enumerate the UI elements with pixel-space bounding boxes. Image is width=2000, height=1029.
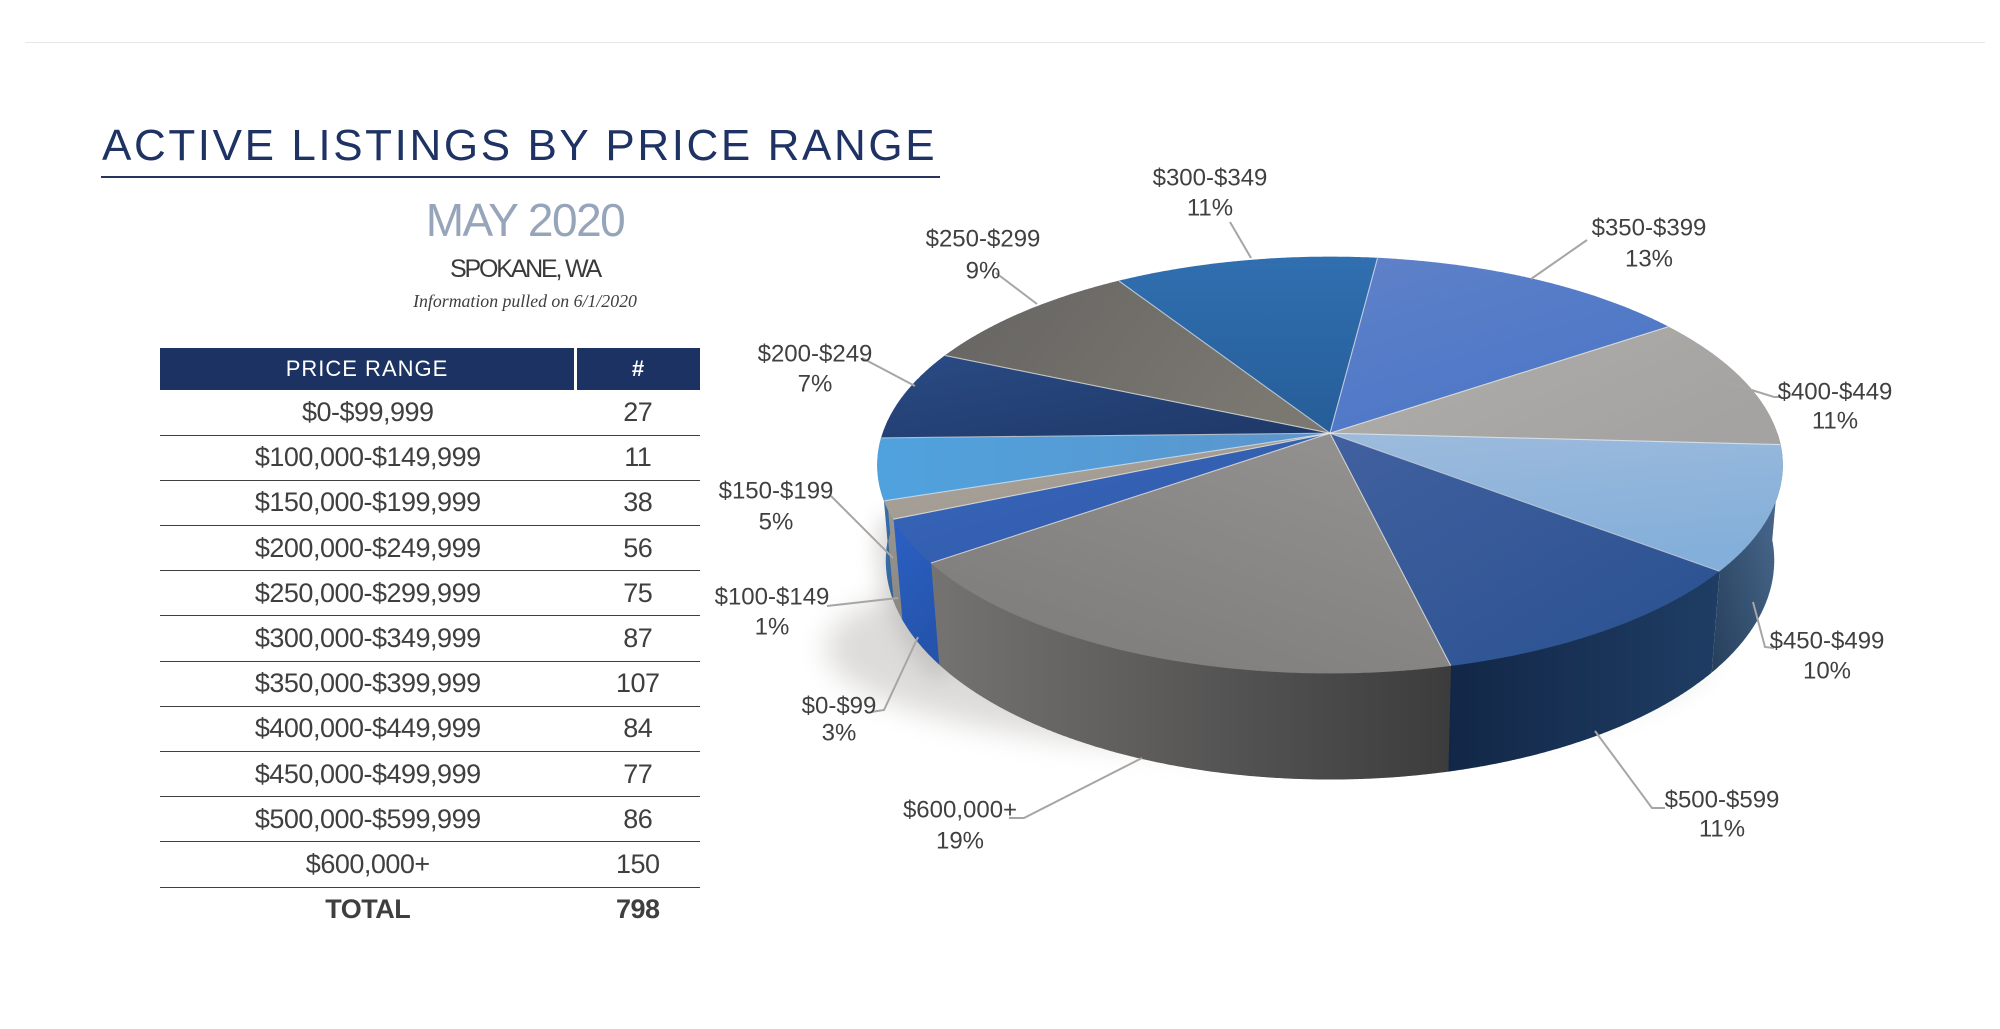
svg-text:$500-$599: $500-$599 — [1665, 787, 1780, 814]
svg-text:$350-$399: $350-$399 — [1592, 215, 1707, 242]
svg-text:$400-$449: $400-$449 — [1778, 379, 1893, 406]
svg-text:$300-$349: $300-$349 — [1153, 165, 1268, 192]
svg-text:13%: 13% — [1625, 246, 1673, 273]
svg-text:$250-$299: $250-$299 — [926, 226, 1041, 253]
svg-text:$600,000+: $600,000+ — [903, 797, 1017, 824]
svg-text:$0-$99: $0-$99 — [802, 693, 877, 720]
svg-text:10%: 10% — [1803, 658, 1851, 685]
svg-text:$200-$249: $200-$249 — [758, 341, 873, 368]
svg-text:11%: 11% — [1812, 408, 1858, 435]
svg-text:11%: 11% — [1187, 195, 1233, 222]
svg-text:7%: 7% — [798, 371, 833, 398]
svg-text:5%: 5% — [759, 509, 794, 536]
svg-text:11%: 11% — [1699, 816, 1745, 843]
svg-text:$450-$499: $450-$499 — [1770, 628, 1885, 655]
svg-text:$150-$199: $150-$199 — [719, 478, 834, 505]
svg-text:3%: 3% — [822, 720, 857, 747]
svg-text:1%: 1% — [755, 614, 790, 641]
svg-text:9%: 9% — [966, 258, 1001, 285]
svg-text:$100-$149: $100-$149 — [715, 584, 830, 611]
svg-text:19%: 19% — [936, 828, 984, 855]
